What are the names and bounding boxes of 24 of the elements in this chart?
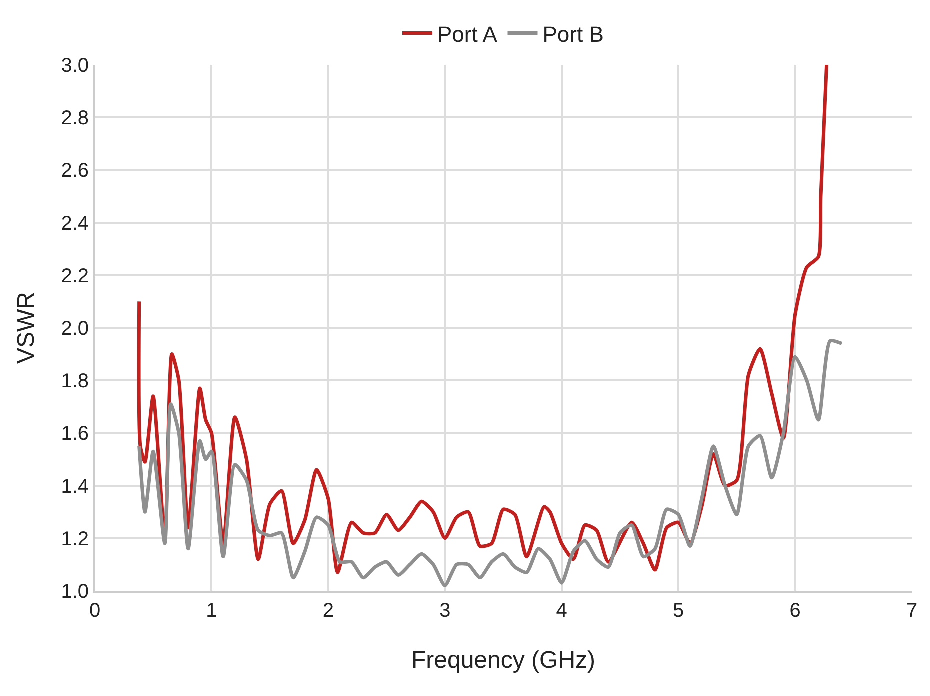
x-tick-label: 3 — [440, 600, 451, 622]
x-tick-label: 1 — [206, 600, 218, 622]
legend-label: Port A — [438, 22, 498, 47]
y-tick-label: 2.4 — [61, 212, 89, 235]
y-tick-label: 1.8 — [61, 370, 89, 393]
y-tick-label: 3.0 — [61, 55, 89, 77]
y-tick-label: 2.2 — [61, 265, 89, 288]
line-series — [138, 339, 844, 588]
x-tick-label: 7 — [906, 600, 918, 622]
y-tick-label: 1.0 — [61, 581, 89, 603]
x-axis-title: Frequency (GHz) — [411, 646, 596, 674]
y-tick-label: 2.6 — [61, 160, 89, 182]
y-tick-label: 2.8 — [61, 108, 89, 130]
x-tick-label: 0 — [89, 600, 101, 622]
y-tick-label: 2.0 — [61, 318, 89, 340]
x-tick-label: 5 — [673, 600, 684, 622]
y-axis-title: VSWR — [12, 292, 40, 364]
x-tick-label: 2 — [322, 600, 334, 622]
y-tick-label: 1.6 — [61, 423, 89, 446]
x-tick-label: 4 — [556, 600, 568, 622]
y-tick-label: 1.2 — [61, 528, 89, 550]
y-tick-label: 1.4 — [61, 476, 89, 498]
legend-label: Port B — [542, 22, 604, 47]
x-tick-label: 6 — [790, 600, 801, 622]
